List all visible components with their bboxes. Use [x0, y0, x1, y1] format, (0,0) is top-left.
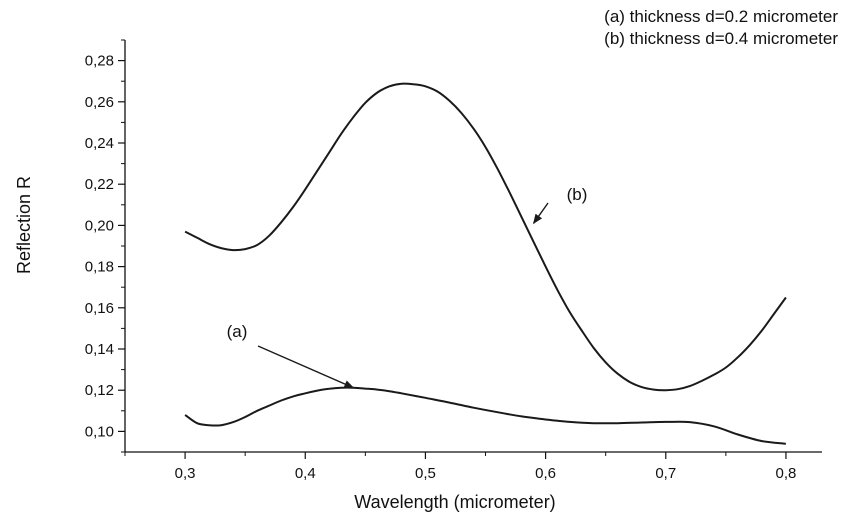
x-tick-label: 0,7	[655, 465, 676, 482]
y-tick-label: 0,22	[85, 176, 114, 193]
y-tick-label: 0,12	[85, 382, 114, 399]
annotation-arrow-b	[533, 202, 549, 225]
legend: (a) thickness d=0.2 micrometer (b) thick…	[604, 7, 838, 48]
y-tick-label: 0,20	[85, 217, 114, 234]
annotations: (a) (b)	[227, 185, 588, 389]
legend-entry-a: (a) thickness d=0.2 micrometer	[604, 7, 838, 26]
x-tick-label: 0,5	[415, 465, 436, 482]
x-tick-label: 0,8	[776, 465, 797, 482]
series-line-b	[184, 82, 787, 392]
annotation-label-a: (a)	[227, 322, 248, 341]
x-tick-label: 0,3	[175, 465, 196, 482]
y-tick-label: 0,18	[85, 259, 114, 276]
x-axis-title: Wavelength (micrometer)	[354, 492, 555, 512]
y-tick-label: 0,10	[85, 423, 114, 440]
y-tick-label: 0,16	[85, 300, 114, 317]
annotation-arrow-a	[257, 345, 355, 389]
y-axis-title: Reflection R	[14, 176, 34, 274]
x-tick-label: 0,4	[295, 465, 316, 482]
legend-entry-b: (b) thickness d=0.4 micrometer	[604, 29, 838, 48]
y-tick-label: 0,24	[85, 135, 114, 152]
x-tick-label: 0,6	[535, 465, 556, 482]
axes: 0,10 0,12 0,14 0,16 0,18 0,20 0,22 0,24 0,26 0,28…	[85, 39, 822, 482]
y-tick-label: 0,26	[85, 94, 114, 111]
y-tick-label: 0,14	[85, 341, 114, 358]
series-line-a	[184, 386, 787, 445]
annotation-label-b: (b)	[567, 185, 588, 204]
series-layer	[184, 82, 787, 445]
y-tick-label: 0,28	[85, 53, 114, 70]
